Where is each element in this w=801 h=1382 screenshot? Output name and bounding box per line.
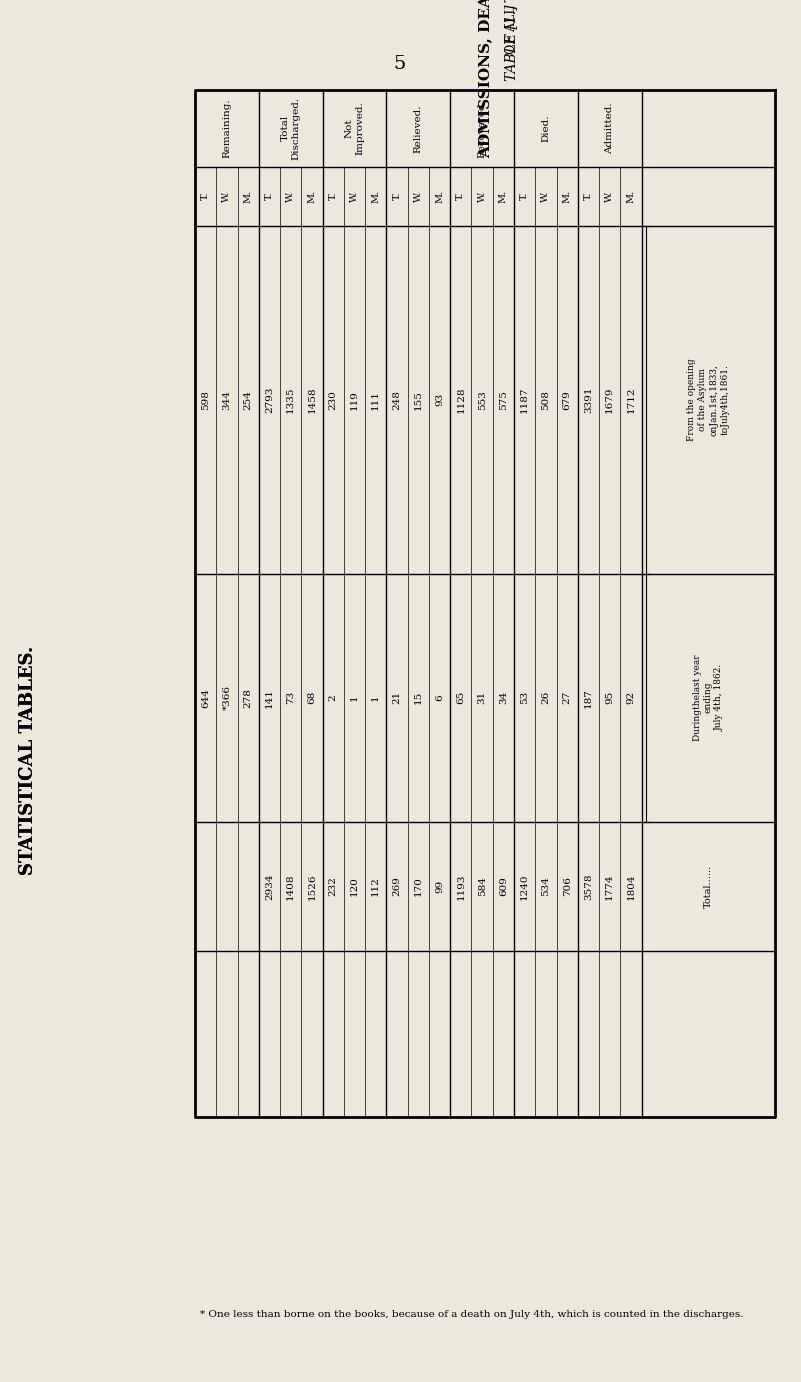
Text: 31: 31 xyxy=(477,691,486,705)
Text: 1774: 1774 xyxy=(606,873,614,900)
Text: T.: T. xyxy=(201,192,210,200)
Text: 1408: 1408 xyxy=(286,873,296,900)
Text: STATISTICAL TABLES.: STATISTICAL TABLES. xyxy=(19,645,37,875)
Text: 534: 534 xyxy=(541,876,550,897)
Text: 269: 269 xyxy=(392,876,401,897)
Text: M.: M. xyxy=(244,189,252,203)
Text: W.: W. xyxy=(541,191,550,202)
Text: Remaining.: Remaining. xyxy=(223,98,231,158)
Text: 1335: 1335 xyxy=(286,387,296,413)
Text: 1187: 1187 xyxy=(520,387,529,413)
Text: 27: 27 xyxy=(562,691,572,705)
Text: * One less than borne on the books, because of a death on July 4th, which is cou: * One less than borne on the books, beca… xyxy=(200,1310,743,1318)
Text: Admitted.: Admitted. xyxy=(606,102,614,155)
Text: 706: 706 xyxy=(562,876,572,897)
Text: 278: 278 xyxy=(244,688,252,708)
Text: STATISTICAL TABLES.: STATISTICAL TABLES. xyxy=(19,645,37,875)
Text: 1193: 1193 xyxy=(457,873,465,900)
Text: 644: 644 xyxy=(201,688,210,708)
Text: 1679: 1679 xyxy=(606,387,614,413)
Text: T.: T. xyxy=(584,192,593,200)
Text: Died.: Died. xyxy=(541,115,550,142)
Text: 1128: 1128 xyxy=(457,387,465,413)
Text: W.: W. xyxy=(223,191,231,202)
Text: M.: M. xyxy=(308,189,316,203)
Text: 120: 120 xyxy=(350,876,359,897)
Text: 92: 92 xyxy=(626,691,635,705)
Text: M.: M. xyxy=(562,189,572,203)
Text: M.: M. xyxy=(626,189,635,203)
Text: Duringthelast year
ending
July 4th, 1862.: Duringthelast year ending July 4th, 1862… xyxy=(693,655,724,741)
Text: *366: *366 xyxy=(223,685,231,710)
Text: 155: 155 xyxy=(414,390,423,409)
Text: 598: 598 xyxy=(201,390,210,409)
Text: 575: 575 xyxy=(499,390,508,409)
Text: 584: 584 xyxy=(477,876,486,897)
Text: 119: 119 xyxy=(350,390,359,409)
Text: 1: 1 xyxy=(350,694,359,701)
Text: 1712: 1712 xyxy=(626,387,635,413)
Text: 112: 112 xyxy=(372,876,380,897)
Text: 187: 187 xyxy=(584,688,593,708)
Text: 1804: 1804 xyxy=(626,873,635,900)
Text: ADMISSIONS, DEATHS AND DISCHARGES.: ADMISSIONS, DEATHS AND DISCHARGES. xyxy=(478,0,492,158)
Text: 26: 26 xyxy=(541,691,550,705)
Text: W.: W. xyxy=(414,191,423,202)
Text: 508: 508 xyxy=(541,390,550,409)
Text: 553: 553 xyxy=(477,390,486,409)
Text: TABLE [1.]: TABLE [1.] xyxy=(504,4,518,82)
Text: T.: T. xyxy=(457,192,465,200)
Text: 254: 254 xyxy=(244,390,252,409)
Text: 1240: 1240 xyxy=(520,873,529,900)
Text: 2793: 2793 xyxy=(265,387,274,413)
Text: 679: 679 xyxy=(562,390,572,409)
Text: T.: T. xyxy=(265,192,274,200)
Text: 93: 93 xyxy=(435,392,444,406)
Text: 2934: 2934 xyxy=(265,873,274,900)
Text: 1: 1 xyxy=(372,694,380,701)
Text: 230: 230 xyxy=(328,390,338,409)
Text: 3391: 3391 xyxy=(584,387,593,413)
Text: Not
Improved.: Not Improved. xyxy=(344,101,364,155)
Text: 53: 53 xyxy=(520,691,529,705)
Text: W.: W. xyxy=(286,191,296,202)
Text: Total......: Total...... xyxy=(704,865,713,908)
Text: Relieved.: Relieved. xyxy=(414,104,423,152)
Text: 609: 609 xyxy=(499,876,508,897)
Text: Recovered.: Recovered. xyxy=(477,100,486,158)
Text: M.: M. xyxy=(499,189,508,203)
Text: From the opening
of the Asylum
onJan.1st,1833,
toJuly4th,1861.: From the opening of the Asylum onJan.1st… xyxy=(687,358,730,441)
Text: 5: 5 xyxy=(394,55,406,73)
Text: M.: M. xyxy=(435,189,444,203)
Text: 6: 6 xyxy=(435,694,444,701)
Text: W.: W. xyxy=(606,191,614,202)
Text: 170: 170 xyxy=(414,876,423,897)
Text: T.: T. xyxy=(392,192,401,200)
Text: 65: 65 xyxy=(457,691,465,705)
Text: 111: 111 xyxy=(372,390,380,409)
Text: 15: 15 xyxy=(414,691,423,705)
Text: 232: 232 xyxy=(328,876,338,897)
Text: 68: 68 xyxy=(308,691,316,705)
Text: 2: 2 xyxy=(328,694,338,701)
Text: 1458: 1458 xyxy=(308,387,316,413)
Text: 73: 73 xyxy=(286,691,296,705)
Text: T.: T. xyxy=(520,192,529,200)
Text: 21: 21 xyxy=(392,691,401,705)
Text: 141: 141 xyxy=(265,688,274,708)
Text: T.: T. xyxy=(328,192,338,200)
Text: 95: 95 xyxy=(606,691,614,705)
Text: 248: 248 xyxy=(392,390,401,409)
Text: W.: W. xyxy=(477,191,486,202)
Text: M.: M. xyxy=(372,189,380,203)
Text: 344: 344 xyxy=(223,390,231,409)
Text: 1526: 1526 xyxy=(308,873,316,900)
Text: 3578: 3578 xyxy=(584,873,593,900)
Text: W.: W. xyxy=(350,191,359,202)
Text: OF ALL THE: OF ALL THE xyxy=(505,0,517,54)
Text: 34: 34 xyxy=(499,691,508,705)
Text: Total
Discharged.: Total Discharged. xyxy=(281,97,300,160)
Text: 99: 99 xyxy=(435,880,444,893)
